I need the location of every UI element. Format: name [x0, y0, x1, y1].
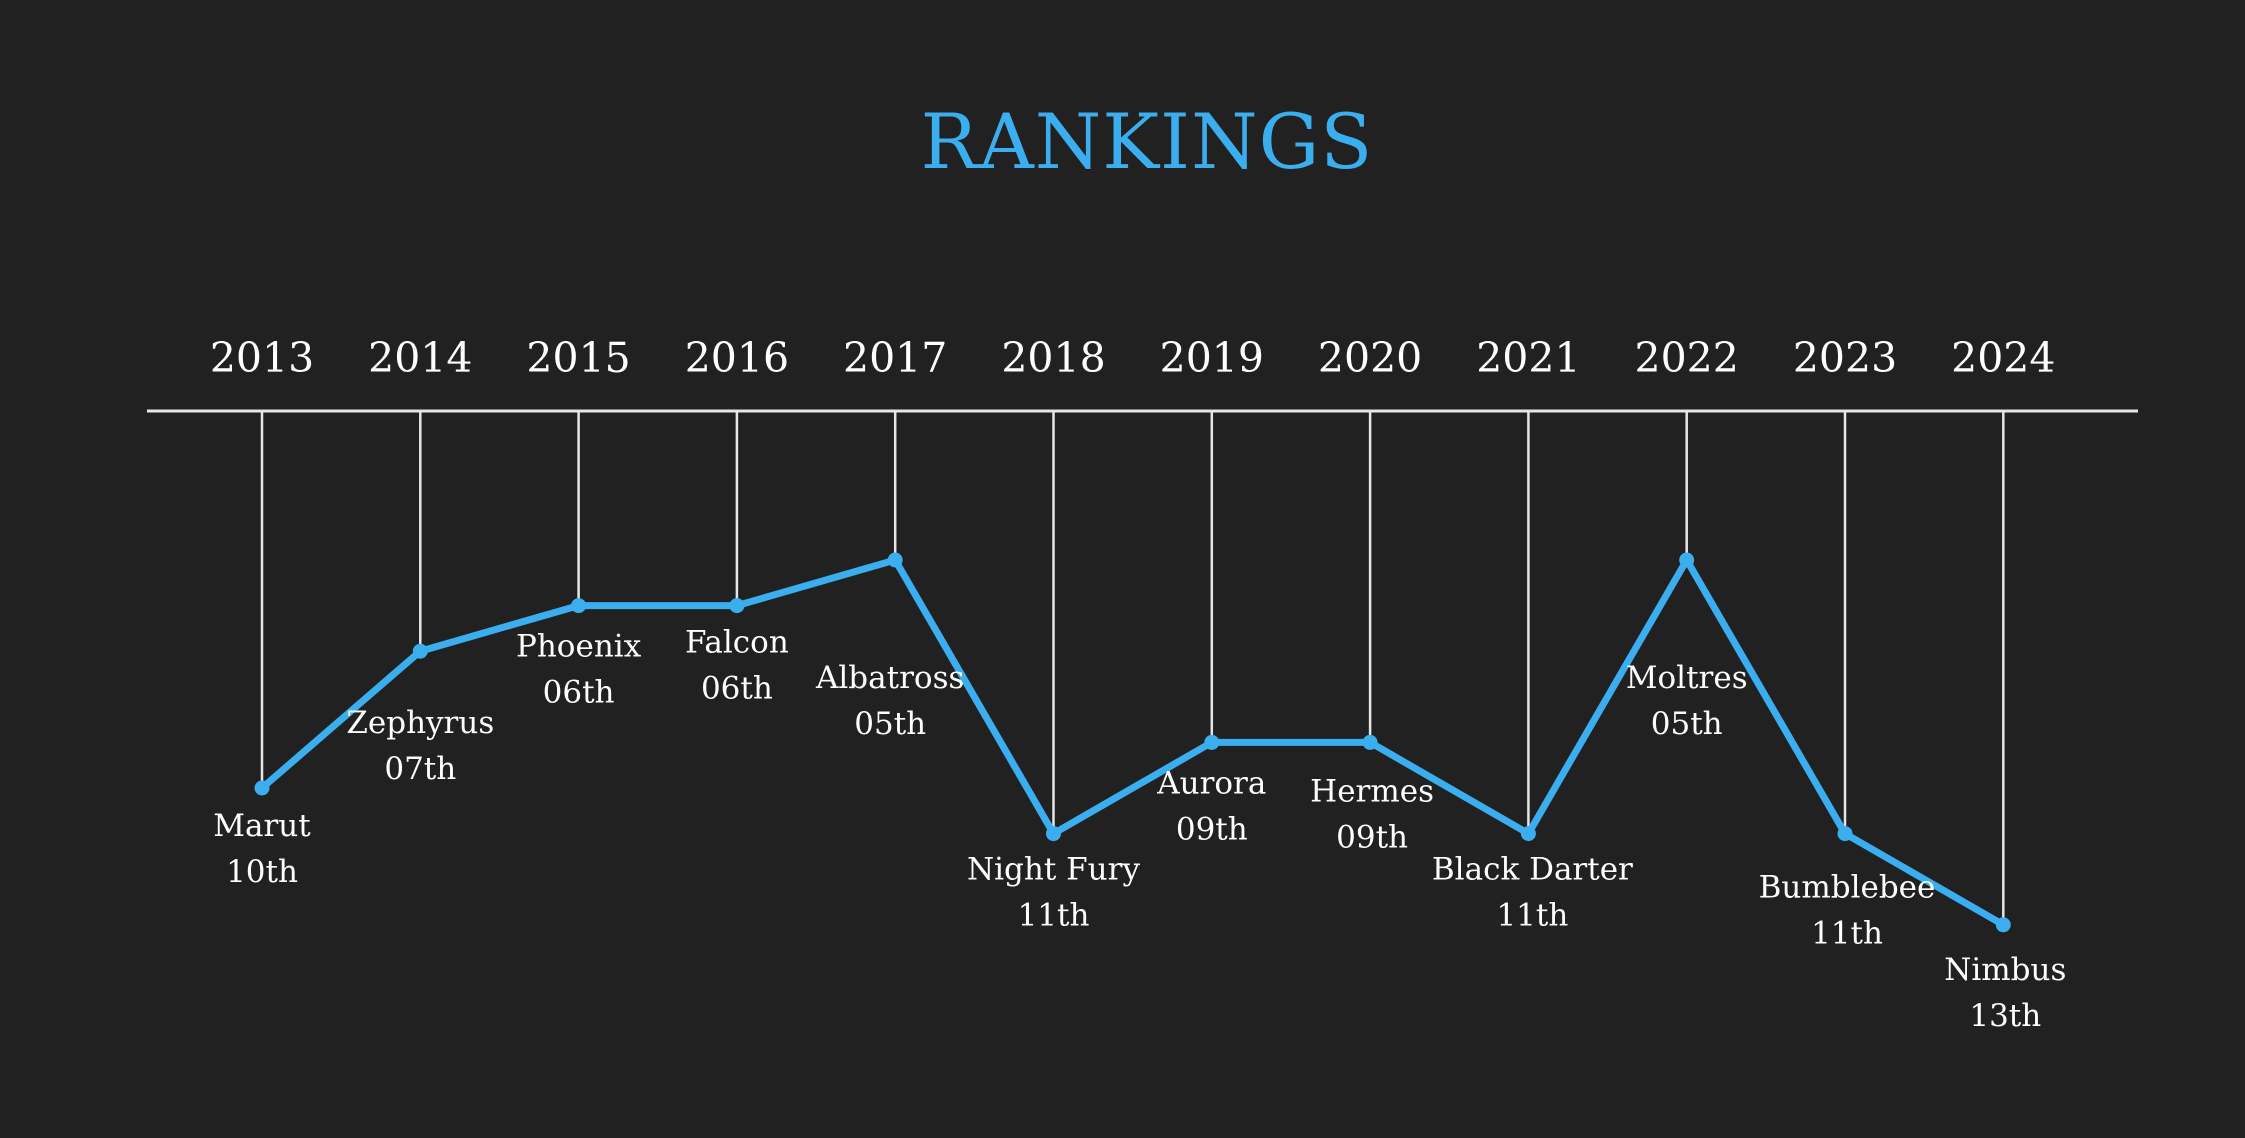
point-rank-label: 11th	[1496, 898, 1568, 934]
point-name-label: Falcon	[685, 625, 789, 661]
data-point-2020	[1362, 734, 1378, 750]
point-rank-label: 09th	[1336, 819, 1408, 855]
data-point-2017	[887, 552, 903, 568]
point-rank-label: 09th	[1176, 811, 1248, 847]
point-rank-label: 11th	[1811, 916, 1883, 952]
year-label-2015: 2015	[526, 334, 630, 382]
year-label-2021: 2021	[1476, 334, 1580, 382]
point-name-label: Black Darter	[1432, 852, 1633, 888]
point-rank-label: 10th	[226, 854, 298, 890]
point-name-label: Bumblebee	[1759, 870, 1936, 906]
point-labels: Marut 10th Zephyrus 07th Phoenix 06th Falcon 06…	[213, 625, 2066, 1034]
year-label-2024: 2024	[1951, 334, 2055, 382]
ranking-series	[254, 552, 2011, 933]
point-rank-label: 06th	[543, 675, 615, 711]
data-point-2016	[729, 598, 745, 614]
year-label-2020: 2020	[1318, 334, 1422, 382]
year-label-2022: 2022	[1635, 334, 1739, 382]
point-name-label: Hermes	[1310, 773, 1434, 809]
year-label-2019: 2019	[1160, 334, 1264, 382]
year-label-2018: 2018	[1001, 334, 1105, 382]
drop-lines	[260, 411, 2005, 925]
point-name-label: Marut	[213, 808, 311, 844]
point-name-label: Zephyrus	[346, 705, 494, 741]
chart-title: RANKINGS	[921, 97, 1374, 186]
data-point-2013	[254, 780, 270, 796]
point-name-label: Night Fury	[967, 852, 1140, 888]
data-point-2018	[1046, 826, 1061, 842]
point-name-label: Aurora	[1156, 765, 1266, 801]
point-name-label: Phoenix	[516, 629, 642, 665]
data-point-2023	[1837, 826, 1853, 842]
data-point-2014	[412, 643, 428, 659]
year-label-2016: 2016	[685, 334, 789, 382]
point-name-label: Moltres	[1626, 660, 1748, 696]
year-labels: 2013 2014 2015 2016 2017 2018 2019 2020 2021 2022…	[210, 334, 2056, 382]
point-name-label: Albatross	[815, 660, 964, 696]
data-point-2022	[1679, 552, 1695, 568]
point-rank-label: 05th	[854, 706, 926, 742]
year-label-2017: 2017	[843, 334, 947, 382]
point-rank-label: 06th	[701, 671, 773, 707]
point-name-label: Nimbus	[1944, 952, 2066, 988]
point-rank-label: 05th	[1651, 706, 1723, 742]
year-label-2023: 2023	[1793, 334, 1897, 382]
data-point-2019	[1204, 734, 1220, 750]
point-rank-label: 07th	[384, 751, 456, 787]
year-label-2013: 2013	[210, 334, 314, 382]
point-rank-label: 13th	[1969, 998, 2041, 1034]
year-label-2014: 2014	[368, 334, 472, 382]
point-rank-label: 11th	[1018, 898, 1090, 934]
data-point-2024	[1995, 917, 2011, 933]
data-point-2021	[1520, 826, 1536, 842]
ranking-line	[258, 556, 2007, 929]
data-point-2015	[571, 598, 587, 614]
